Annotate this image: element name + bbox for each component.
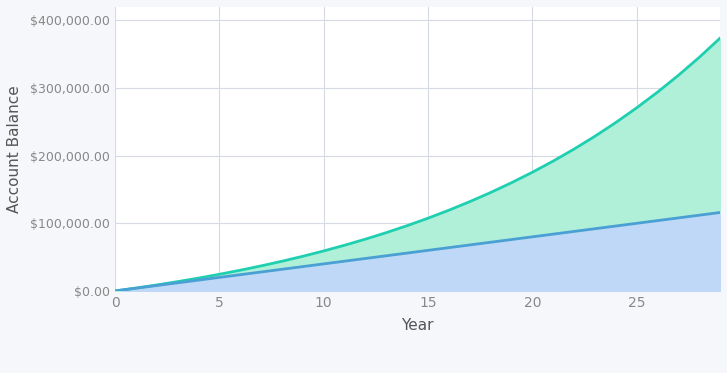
Y-axis label: Account Balance: Account Balance: [7, 85, 22, 213]
X-axis label: Year: Year: [401, 318, 434, 333]
